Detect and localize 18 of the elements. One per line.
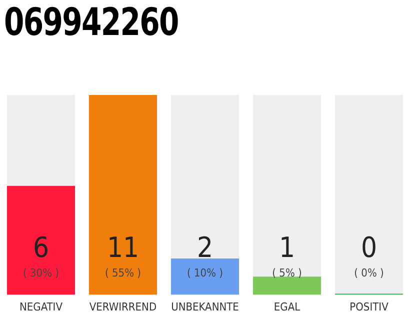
- annotation: ( 0% ): [354, 266, 384, 280]
- x-tick-label: VERWIRREND: [89, 300, 157, 314]
- x-tick-label: NEGATIV: [20, 300, 63, 314]
- bar: [170, 258, 240, 295]
- bar: [252, 276, 322, 295]
- annotation: ( 30% ): [22, 266, 60, 280]
- data-label: 6: [32, 231, 50, 264]
- x-tick-label: UNBEKANNTE: [171, 300, 239, 314]
- chart-title: 069942260: [4, 0, 178, 44]
- annotation: ( 5% ): [272, 266, 302, 280]
- data-label: 11: [106, 231, 140, 264]
- annotation: ( 10% ): [186, 266, 224, 280]
- x-tick-label: EGAL: [274, 300, 301, 314]
- data-label: 0: [360, 231, 378, 264]
- annotation: ( 55% ): [104, 266, 142, 280]
- data-label: 2: [196, 231, 214, 264]
- data-label: 1: [278, 231, 296, 264]
- x-tick-label: POSITIV: [350, 300, 389, 314]
